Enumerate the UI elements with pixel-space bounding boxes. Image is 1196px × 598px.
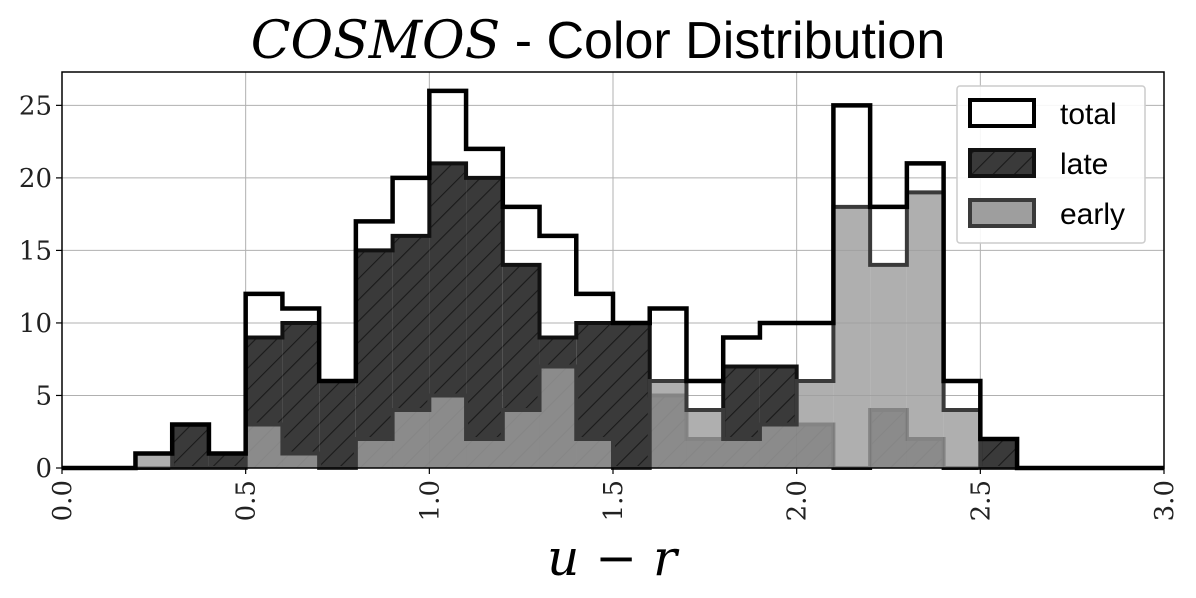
- y-tick-label: 20: [19, 164, 52, 194]
- late-bar: [208, 453, 246, 468]
- late-bar: [466, 177, 503, 468]
- early-bar: [833, 206, 871, 468]
- x-axis-ticks: 0.0 0.5 1.0 1.5 2.0 2.5 3.0: [48, 468, 1180, 521]
- early-bar: [723, 438, 760, 468]
- x-tick-label: 3.0: [1150, 480, 1180, 521]
- chart-title-math: COSMOS: [251, 11, 501, 71]
- late-bar: [613, 322, 650, 468]
- total-outline: [62, 88, 1164, 471]
- early-bar: [576, 438, 613, 468]
- late-bar: [319, 380, 356, 468]
- early-bar: [135, 453, 173, 468]
- early-bar: [796, 380, 834, 468]
- x-tick-label: 2.0: [783, 480, 813, 521]
- legend-label-early: early: [1060, 198, 1125, 231]
- x-tick-label: 2.5: [966, 480, 996, 521]
- early-bar: [759, 424, 797, 468]
- late-bar: [172, 424, 209, 468]
- early-bar: [282, 453, 320, 468]
- early-bar: [502, 409, 540, 468]
- early-bar: [649, 380, 687, 468]
- early-bar: [870, 264, 907, 468]
- early-bar: [466, 438, 503, 468]
- early-bar: [686, 409, 724, 468]
- early-bar: [355, 438, 393, 468]
- y-tick-label: 5: [35, 381, 52, 411]
- late-bar: [980, 438, 1018, 468]
- y-tick-label: 25: [19, 91, 52, 121]
- early-series: [62, 190, 1164, 470]
- x-tick-label: 0.5: [232, 480, 262, 521]
- legend-swatch-total: [968, 98, 1036, 128]
- early-outline: [62, 190, 1164, 470]
- y-tick-label: 15: [19, 236, 52, 266]
- x-tick-label: 1.5: [599, 480, 629, 521]
- early-bar: [245, 424, 283, 468]
- chart-title-text: - Color Distribution: [500, 12, 945, 70]
- late-bar: [282, 322, 320, 468]
- early-bar: [943, 409, 981, 468]
- legend-label-late: late: [1060, 148, 1108, 181]
- legend-label-total: total: [1060, 98, 1117, 131]
- y-tick-label: 10: [19, 309, 52, 339]
- y-tick-label: 0: [35, 454, 52, 484]
- early-bar: [429, 395, 467, 468]
- early-bar: [539, 366, 577, 468]
- y-axis-ticks: 0 5 10 15 20 25: [19, 91, 62, 484]
- legend-swatch-late: [968, 148, 1036, 178]
- chart-title: COSMOS - Color Distribution: [251, 11, 946, 71]
- legend-swatch-early: [968, 198, 1036, 228]
- early-bar: [392, 409, 430, 468]
- x-axis-label: u − r: [547, 529, 680, 587]
- late-bar: [355, 250, 393, 468]
- x-tick-label: 1.0: [415, 480, 445, 521]
- early-bar: [906, 192, 944, 468]
- legend: total late early: [956, 85, 1146, 244]
- x-tick-label: 0.0: [48, 480, 78, 521]
- total-series: [62, 88, 1164, 471]
